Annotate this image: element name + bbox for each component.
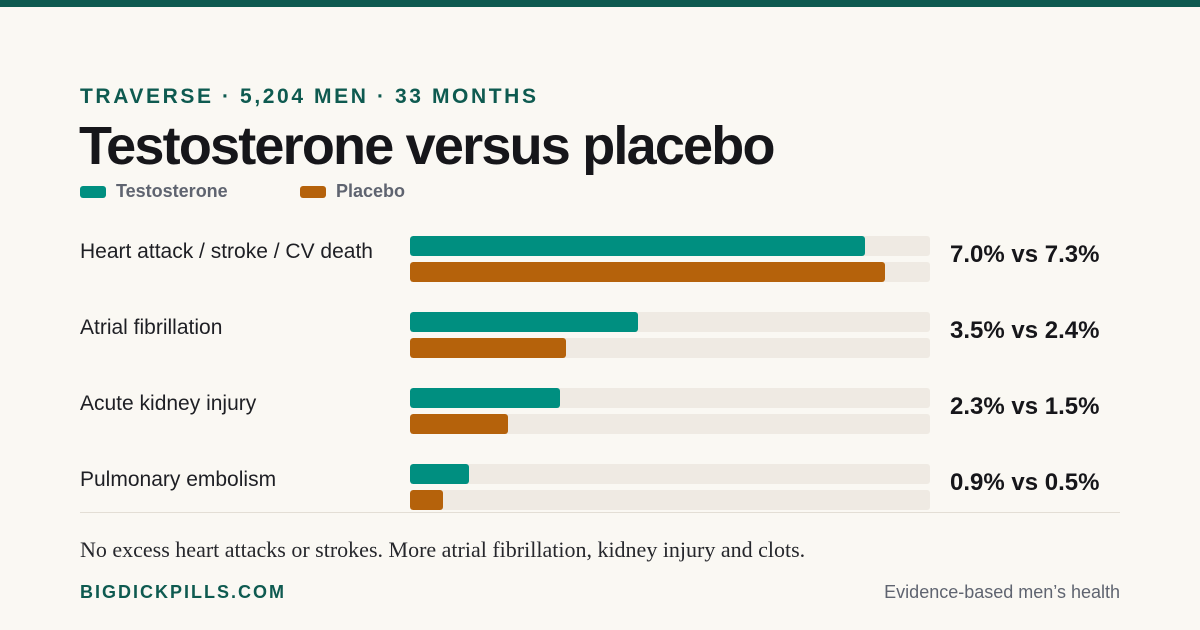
value-label: 7.0% vs 7.3% (950, 241, 1100, 268)
bar-testosterone (410, 236, 865, 256)
chart-row: Pulmonary embolism 0.9% vs 0.5% (0, 464, 1200, 512)
category-label: Acute kidney injury (80, 392, 257, 415)
category-label: Pulmonary embolism (80, 468, 277, 491)
legend-item-testosterone: Testosterone (80, 181, 228, 202)
bar-track (410, 464, 930, 484)
study-kicker: TRAVERSE · 5,204 MEN · 33 MONTHS (80, 85, 539, 108)
bar-track (410, 338, 930, 358)
bar-placebo (410, 262, 885, 282)
divider (80, 512, 1120, 513)
bar-track (410, 236, 930, 256)
legend-label: Testosterone (116, 181, 228, 201)
legend-label: Placebo (336, 181, 406, 201)
top-accent-bar (0, 0, 1200, 7)
page-title: Testosterone versus placebo (79, 116, 775, 176)
value-label: 2.3% vs 1.5% (950, 393, 1100, 420)
brand-name: BIGDICKPILLS.COM (80, 582, 286, 602)
bar-track (410, 414, 930, 434)
bar-placebo (410, 490, 443, 510)
chart-row: Acute kidney injury 2.3% vs 1.5% (0, 388, 1200, 436)
value-label: 0.9% vs 0.5% (950, 469, 1100, 496)
chart-caption: No excess heart attacks or strokes. More… (80, 537, 806, 562)
chart-row: Atrial fibrillation 3.5% vs 2.4% (0, 312, 1200, 360)
chart-row: Heart attack / stroke / CV death 7.0% vs … (0, 236, 1200, 284)
bar-placebo (410, 414, 508, 434)
bar-track (410, 312, 930, 332)
bar-testosterone (410, 388, 560, 408)
category-label: Atrial fibrillation (80, 316, 223, 339)
bar-testosterone (410, 464, 469, 484)
legend-swatch (80, 185, 106, 198)
bar-track (410, 262, 930, 282)
legend-item-placebo: Placebo (300, 181, 405, 202)
bar-track (410, 490, 930, 510)
tagline: Evidence-based men’s health (884, 582, 1120, 602)
bar-testosterone (410, 312, 638, 332)
legend-swatch (300, 185, 326, 198)
value-label: 3.5% vs 2.4% (950, 317, 1100, 344)
category-label: Heart attack / stroke / CV death (80, 240, 373, 263)
bar-track (410, 388, 930, 408)
bar-placebo (410, 338, 566, 358)
